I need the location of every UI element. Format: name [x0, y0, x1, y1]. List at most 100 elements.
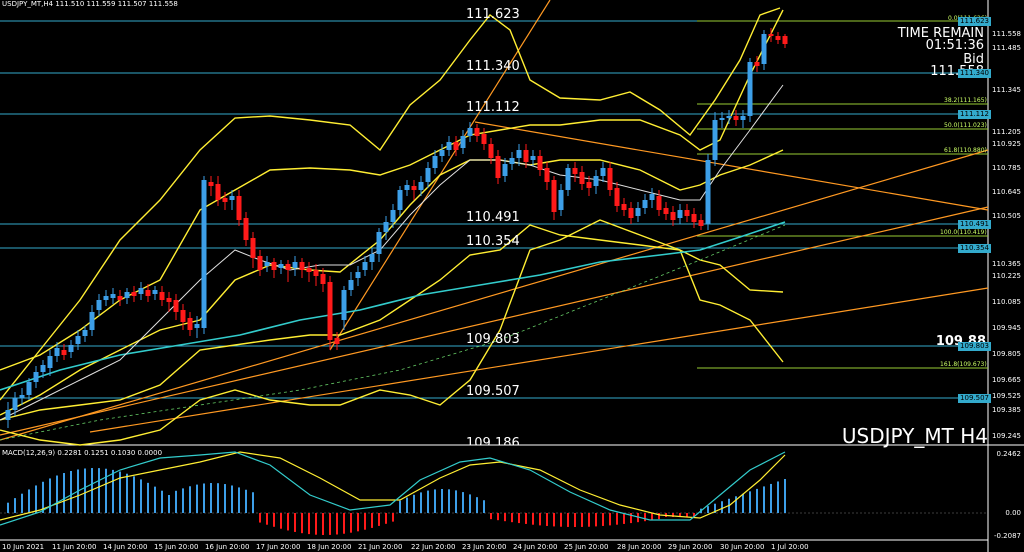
candle-body [26, 382, 32, 395]
time-axis-label: 11 Jun 20:00 [52, 543, 97, 551]
macd-bar [224, 484, 226, 513]
candle-body [278, 264, 284, 268]
fib-label: 50.0(111.023) [944, 122, 987, 129]
candle-body [600, 168, 606, 176]
macd-bar [119, 471, 121, 513]
macd-bar [651, 513, 653, 521]
level-label: 110.491 [466, 210, 520, 225]
fib-lines [697, 20, 988, 369]
macd-bar [511, 513, 513, 523]
candle-body [264, 262, 270, 266]
macd-bar [532, 513, 534, 525]
candle-body [229, 196, 235, 200]
time-axis-label: 10 Jun 2021 [2, 543, 45, 551]
time-remain-value: 01:51:36 [925, 38, 984, 53]
macd-bar [182, 488, 184, 513]
candle-body [502, 164, 508, 176]
level-tag: 110.491 [958, 220, 991, 229]
price-axis-label: 109.525 [992, 392, 1021, 400]
candle-body [397, 190, 403, 210]
candle-body [530, 156, 536, 160]
candle-body [544, 168, 550, 182]
macd-bar [721, 501, 723, 513]
candle-body [642, 200, 648, 208]
macd-bar [287, 513, 289, 531]
candle-body [110, 294, 116, 298]
fib-label: 100.0(110.419) [940, 229, 987, 236]
macd-bar [714, 503, 716, 513]
time-axis-label: 1 Jul 20:00 [771, 543, 809, 551]
macd-bar [385, 513, 387, 524]
macd-bar [14, 498, 16, 513]
time-axis-label: 22 Jun 20:00 [411, 543, 456, 551]
macd-bar [280, 513, 282, 529]
candle-body [355, 272, 361, 278]
candle-body [383, 222, 389, 232]
time-axis-label: 18 Jun 20:00 [307, 543, 352, 551]
candle-body [341, 290, 347, 320]
candle-body [257, 256, 263, 270]
macd-bar [462, 492, 464, 513]
candle-body [425, 168, 431, 182]
macd-bar [546, 513, 548, 526]
macd-bar [350, 513, 352, 533]
macd-bar [413, 494, 415, 513]
candle-body [614, 188, 620, 206]
macd-bar [434, 489, 436, 513]
candle-body [523, 150, 529, 162]
macd-bar [427, 490, 429, 513]
candle-body [124, 292, 130, 298]
macd-bar [609, 513, 611, 526]
macd-bar [231, 485, 233, 513]
candle-body [208, 182, 214, 186]
macd-bar [756, 488, 758, 513]
macd-bar [525, 513, 527, 524]
candle-body [54, 348, 60, 356]
candle-body [250, 238, 256, 258]
macd-bar [602, 513, 604, 526]
candle-body [369, 254, 375, 262]
macd-bar [588, 513, 590, 527]
level-tag: 109.803 [958, 342, 991, 351]
candle-body [677, 210, 683, 218]
macd-bar [266, 513, 268, 525]
fib-label: 61.8(110.880) [944, 147, 987, 154]
chart-symbol-title: USDJPY_MT H4 [841, 424, 988, 448]
candle-body [61, 350, 67, 355]
candle-body [747, 62, 753, 116]
macd-bar [301, 513, 303, 534]
candle-body [656, 196, 662, 210]
candle-body [236, 196, 242, 220]
macd-bar [175, 490, 177, 513]
candle-body [572, 168, 578, 174]
price-axis-label: 111.205 [992, 128, 1021, 136]
candle-body [5, 410, 11, 420]
macd-bar [357, 513, 359, 532]
price-axis-label: 109.665 [992, 376, 1021, 384]
macd-bar [784, 479, 786, 513]
candle-body [292, 262, 298, 268]
macd-title: MACD(12,26,9) 0.2281 0.1251 0.1030 0.000… [2, 449, 163, 457]
level-label: 109.507 [466, 384, 520, 399]
candle-body [775, 36, 781, 40]
candle-body [285, 264, 291, 270]
candle-body [166, 298, 172, 302]
macd-bar [448, 489, 450, 513]
candle-body [362, 262, 368, 270]
ma-dashed [0, 224, 786, 441]
ma-white [0, 84, 784, 421]
candle-body [565, 168, 571, 190]
candle-body [474, 128, 480, 136]
candle-body [271, 262, 277, 270]
macd-bar [189, 486, 191, 513]
time-axis-label: 23 Jun 20:00 [462, 543, 507, 551]
macd-bar [105, 468, 107, 513]
candle-body [726, 116, 732, 118]
macd-bar [238, 487, 240, 513]
macd-bar [658, 513, 660, 520]
macd-bar [154, 486, 156, 513]
candle-body [439, 150, 445, 156]
price-axis-label: 111.485 [992, 44, 1021, 52]
candle-body [145, 290, 151, 296]
